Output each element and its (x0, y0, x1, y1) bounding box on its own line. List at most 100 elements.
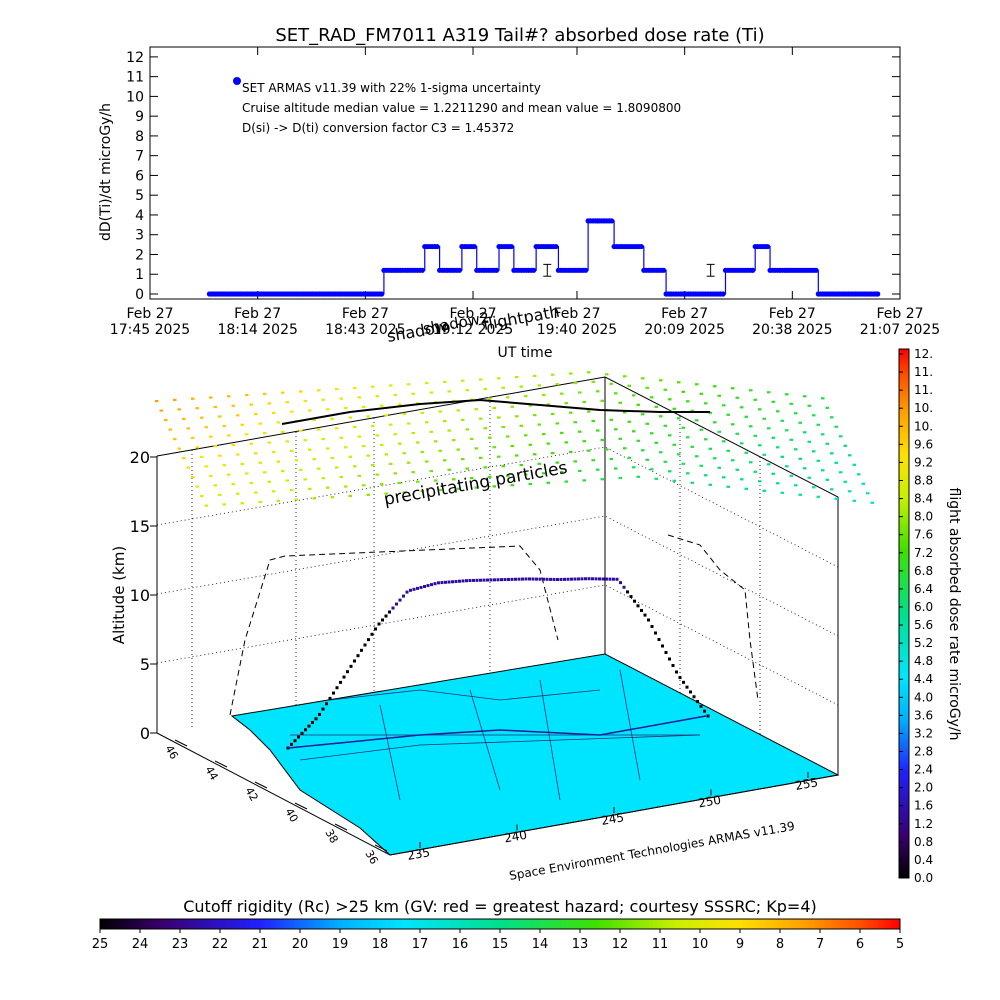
particle-mark (668, 434, 672, 437)
particle-mark (204, 465, 208, 468)
particle-mark (281, 391, 285, 394)
particle-mark (591, 380, 595, 383)
flight-point (468, 579, 472, 583)
particle-mark (276, 499, 280, 502)
particle-mark (456, 487, 460, 490)
particle-mark (371, 424, 375, 427)
flight-point (622, 585, 626, 589)
data-point (750, 267, 756, 273)
particle-mark (596, 390, 600, 393)
particle-mark (852, 499, 856, 502)
particle-mark (839, 471, 843, 474)
particle-mark (780, 419, 784, 422)
flight-point (528, 577, 531, 581)
flight-point (461, 579, 465, 583)
particle-mark (762, 417, 766, 420)
particle-mark (339, 475, 343, 479)
particle-mark (807, 476, 811, 479)
right-cb-tick-label: 8.0 (914, 510, 933, 524)
particle-mark (488, 436, 492, 439)
particle-mark (438, 488, 442, 492)
lat-tick-mark (174, 739, 188, 747)
y-tick-label: 3 (135, 228, 144, 244)
particle-mark (641, 377, 645, 380)
right-cb-tick-label: 6.4 (914, 582, 933, 596)
particle-mark (560, 431, 564, 434)
particle-mark (771, 436, 775, 439)
right-cb-tick-label: 9.6 (914, 437, 933, 451)
particle-mark (258, 422, 262, 425)
particle-mark (573, 381, 577, 385)
particle-mark (722, 476, 726, 479)
particle-mark (636, 439, 640, 442)
particle-mark (600, 399, 604, 402)
flight-point (370, 632, 374, 636)
particle-mark (654, 441, 658, 444)
flight-point (311, 720, 314, 724)
particle-mark (794, 448, 798, 451)
right-cb-tick-label: 2.4 (914, 763, 933, 777)
particle-mark (744, 451, 748, 454)
particle-mark (767, 391, 771, 394)
particle-mark (452, 478, 456, 481)
particle-mark (348, 416, 352, 419)
right-cb-tick-label: 4.4 (914, 672, 933, 686)
flight-point (440, 581, 444, 585)
particle-mark (209, 474, 213, 477)
particle-mark (429, 469, 433, 473)
particle-mark (200, 416, 204, 419)
particle-mark (830, 488, 834, 491)
particle-mark (195, 485, 199, 488)
x-tick-date: Feb 27 (661, 306, 708, 322)
particle-mark (672, 443, 676, 446)
right-cb-tick-label: 2.0 (914, 781, 933, 795)
right-cb-tick-label: 9.2 (914, 455, 933, 469)
particle-mark (555, 461, 559, 464)
bottom-colorbar-gradient (99, 918, 901, 930)
particle-mark (299, 429, 303, 432)
particle-mark (272, 411, 276, 414)
particle-mark (317, 467, 321, 470)
particle-mark (182, 457, 186, 460)
particle-mark (524, 434, 528, 437)
particle-mark (767, 427, 771, 430)
particle-mark (614, 428, 618, 431)
particle-mark (492, 485, 496, 488)
particle-mark (681, 462, 685, 465)
particle-mark (362, 484, 366, 487)
particle-mark (353, 386, 357, 389)
bottom-cb-tick-label: 8 (776, 937, 784, 952)
right-colorbar-label: flight absorbed dose rate microGy/h (946, 488, 962, 741)
flight-point (423, 585, 426, 589)
particle-mark (812, 450, 816, 453)
particle-mark (236, 492, 240, 495)
right-cb-tick-label: 12. (914, 347, 933, 361)
particle-mark (803, 431, 807, 434)
particle-mark (506, 474, 510, 477)
particle-mark (393, 433, 397, 436)
particle-mark (546, 403, 550, 406)
particle-mark (789, 474, 793, 477)
credit-text: Space Environment Technologies ARMAS v11… (508, 819, 796, 883)
flight-point (458, 579, 461, 583)
particle-mark (389, 384, 393, 387)
y-tick-label: 7 (135, 149, 144, 165)
bottom-cb-tick-label: 5 (896, 937, 904, 952)
dose-rate-series (206, 218, 881, 297)
particle-mark (528, 482, 532, 486)
particle-mark (317, 428, 321, 431)
data-point (720, 291, 726, 297)
flight-point (636, 604, 640, 608)
particle-mark (366, 415, 370, 418)
particle-mark (402, 452, 406, 455)
particle-mark (785, 429, 789, 432)
particle-mark (474, 486, 478, 489)
flight-point (521, 577, 524, 581)
particle-mark (618, 401, 622, 404)
bottom-cb-tick-label: 22 (212, 937, 229, 952)
particle-mark (258, 500, 262, 504)
flight-point (447, 580, 451, 584)
particle-mark (825, 478, 829, 481)
particle-mark (546, 481, 550, 484)
particle-mark (542, 433, 546, 436)
